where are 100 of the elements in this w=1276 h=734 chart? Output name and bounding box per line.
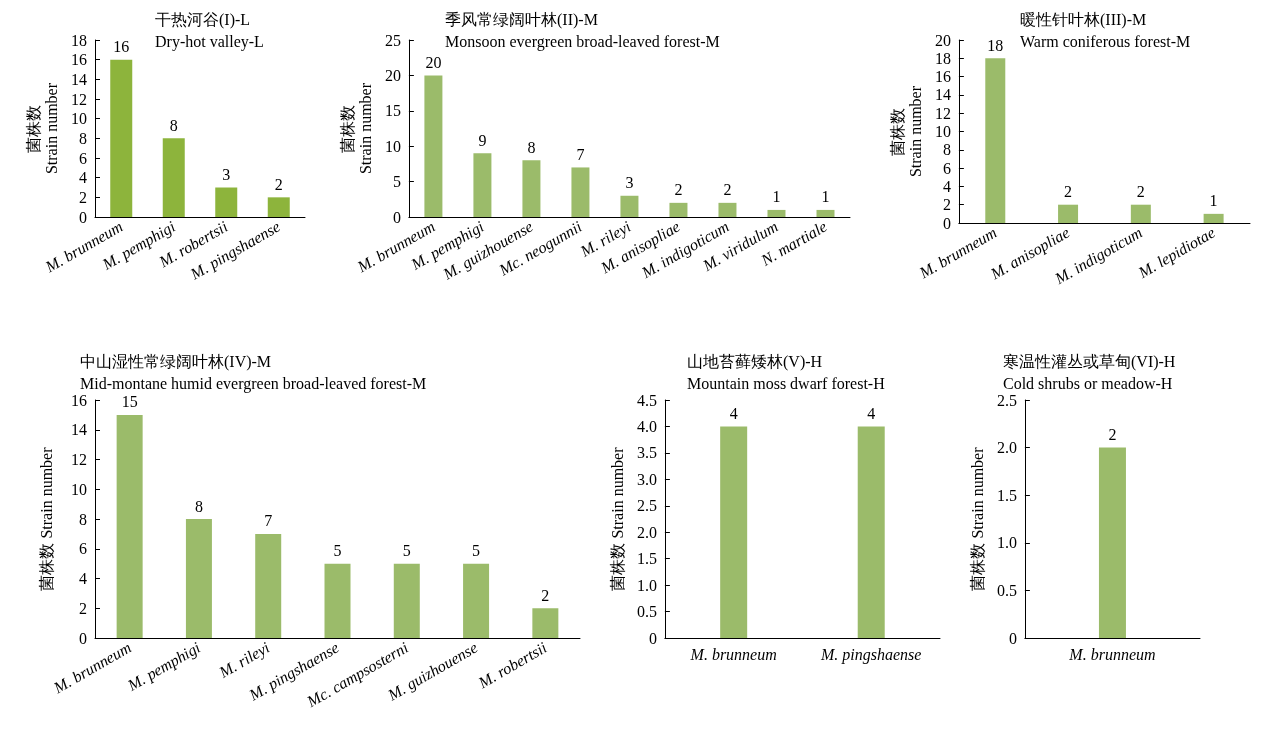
bar: [215, 187, 238, 217]
y-axis-title: 菌株数 Strain number: [24, 82, 60, 175]
chart-subtitle: Cold shrubs or meadow-H: [1003, 374, 1173, 392]
y-tick-label: 8: [79, 129, 87, 147]
bar: [1203, 213, 1224, 223]
chart-subtitle: Mid-montane humid evergreen broad-leaved forest-M: [80, 374, 427, 393]
bar: [393, 563, 420, 638]
chart-title: 中山湿性常绿阔叶林(IV)-M: [80, 352, 272, 371]
y-axis-title: 菌株数 Strain number: [888, 85, 924, 178]
y-tick-label: 18: [934, 49, 951, 67]
bar: [324, 563, 351, 638]
chart-subtitle: Warm coniferous forest-M: [1020, 32, 1191, 50]
bar: [816, 209, 835, 217]
y-tick-label: 10: [71, 110, 87, 128]
bar: [162, 138, 185, 217]
y-tick-label: 2: [942, 196, 951, 214]
y-tick-label: 0.5: [636, 603, 657, 621]
y-tick-label: 0.5: [996, 581, 1017, 599]
y-tick-label: 8: [79, 510, 87, 528]
data-label: 20: [425, 53, 442, 71]
x-tick-label: M. brunneum: [689, 645, 777, 663]
y-tick-label: 10: [384, 137, 401, 155]
bar: [267, 197, 290, 217]
y-axis-title: 菌株数 Strain number: [37, 446, 55, 591]
y-tick-label: 1.5: [996, 486, 1017, 504]
y-tick-label: 2: [79, 599, 87, 617]
data-label: 4: [867, 404, 876, 422]
y-tick-label: 16: [71, 51, 87, 69]
bar: [473, 153, 492, 217]
bar: [522, 160, 541, 217]
y-tick-label: 2.5: [996, 391, 1017, 409]
data-label: 3: [625, 174, 634, 192]
y-tick-label: 25: [384, 31, 401, 49]
data-label: 2: [1108, 426, 1117, 444]
bar: [185, 519, 212, 638]
data-label: 16: [113, 38, 130, 56]
y-tick-label: 3.0: [636, 470, 657, 488]
y-tick-label: 2.0: [996, 439, 1017, 457]
y-tick-label: 10: [71, 480, 87, 498]
chart-title: 暖性针叶林(III)-M: [1020, 10, 1147, 29]
x-tick-label: M. pingshaense: [820, 645, 922, 664]
chart-title: 山地苔藓矮林(V)-H: [687, 352, 823, 371]
data-label: 8: [194, 497, 203, 515]
y-tick-label: 5: [392, 173, 401, 191]
y-tick-label: 1.0: [996, 534, 1017, 552]
y-tick-label: 8: [942, 141, 951, 159]
y-tick-label: 6: [942, 159, 951, 177]
y-tick-label: 2: [79, 188, 87, 206]
bar: [1130, 204, 1151, 223]
y-tick-label: 10: [934, 123, 951, 140]
chart-subtitle: Dry-hot valley-L: [155, 32, 264, 51]
data-label: 2: [723, 181, 732, 199]
y-tick-label: 4.5: [636, 391, 657, 409]
chart-title: 季风常绿阔叶林(II)-M: [445, 10, 598, 29]
bar: [1058, 204, 1079, 223]
data-label: 2: [541, 586, 550, 604]
data-label: 2: [674, 181, 683, 199]
y-tick-label: 16: [71, 391, 87, 409]
chart-subtitle: Monsoon evergreen broad-leaved forest-M: [445, 32, 720, 51]
y-tick-label: 0: [942, 214, 951, 232]
y-tick-label: 18: [71, 31, 87, 49]
bar: [110, 59, 133, 217]
data-label: 2: [1136, 183, 1145, 201]
y-tick-label: 6: [79, 149, 87, 167]
y-tick-label: 12: [934, 104, 951, 122]
y-tick-label: 0: [79, 629, 87, 647]
y-tick-label: 2.0: [636, 523, 657, 541]
bar: [985, 58, 1006, 223]
data-label: 1: [821, 188, 830, 206]
y-axis-title: 菌株数 Strain number: [338, 82, 374, 175]
data-label: 3: [222, 166, 231, 183]
data-label: 7: [576, 145, 585, 163]
bar: [463, 563, 490, 638]
y-tick-label: 0: [648, 629, 657, 647]
bar: [532, 608, 559, 638]
data-label: 8: [527, 138, 536, 156]
bar: [116, 414, 143, 638]
bar: [718, 202, 737, 217]
data-label: 8: [169, 116, 178, 134]
bar: [669, 202, 688, 217]
y-axis-title: 菌株数 Strain number: [968, 446, 986, 591]
y-tick-label: 12: [71, 451, 87, 468]
data-label: 15: [121, 393, 138, 411]
y-axis-title: 菌株数 Strain number: [608, 446, 626, 591]
data-label: 4: [729, 404, 738, 422]
y-tick-label: 12: [71, 90, 87, 108]
data-label: 9: [478, 131, 487, 149]
bar: [571, 167, 590, 217]
chart-subtitle: Mountain moss dwarf forest-H: [687, 374, 886, 392]
data-label: 2: [1064, 183, 1073, 201]
y-tick-label: 4: [942, 177, 951, 195]
data-label: 2: [274, 175, 283, 193]
y-tick-label: 20: [384, 66, 401, 84]
y-tick-label: 4: [79, 169, 87, 187]
y-tick-label: 1.5: [636, 550, 657, 568]
y-tick-label: 14: [71, 421, 87, 439]
bar: [255, 533, 282, 638]
y-tick-label: 6: [79, 540, 87, 558]
bar: [424, 75, 443, 217]
y-tick-label: 15: [384, 102, 401, 120]
